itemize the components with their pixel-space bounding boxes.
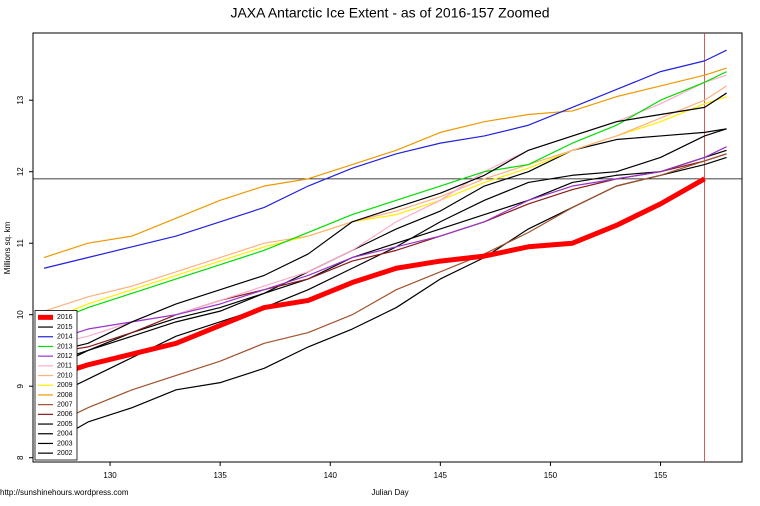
legend-label: 2011 [57, 363, 72, 370]
legend-label: 2002 [57, 450, 73, 457]
legend-label: 2014 [57, 334, 73, 341]
legend-label: 2016 [57, 314, 73, 321]
y-tick-label: 8 [16, 455, 25, 460]
y-tick-label: 13 [16, 95, 25, 104]
legend-label: 2012 [57, 353, 73, 360]
legend-label: 2003 [57, 440, 73, 447]
legend-label: 2005 [57, 421, 73, 428]
x-tick-label: 135 [213, 471, 227, 480]
series-line [43, 128, 727, 402]
x-tick-label: 140 [324, 471, 338, 480]
series-line [43, 149, 727, 366]
plot-frame [32, 32, 743, 463]
y-tick-label: 11 [16, 239, 25, 248]
y-tick-label: 9 [16, 383, 25, 388]
legend-label: 2006 [57, 411, 73, 418]
chart-title: JAXA Antarctic Ice Extent - as of 2016-1… [230, 5, 549, 21]
legend-label: 2013 [57, 343, 73, 350]
legend-label: 2008 [57, 392, 73, 399]
series-line [43, 176, 706, 382]
x-tick-label: 130 [103, 471, 117, 480]
series-line [43, 153, 727, 430]
series-line [43, 146, 727, 344]
legend-label: 2015 [57, 324, 73, 331]
series-line [43, 49, 727, 269]
legend-label: 2004 [57, 431, 73, 438]
legend-label: 2009 [57, 382, 73, 389]
series-line [43, 71, 727, 326]
x-tick-label: 145 [434, 471, 448, 480]
series-line [43, 92, 727, 355]
series-line [43, 128, 727, 373]
y-axis-label: Millions sq. km [3, 221, 12, 274]
series-line [43, 156, 727, 448]
plot [33, 33, 742, 462]
legend-label: 2007 [57, 401, 73, 408]
x-tick-label: 155 [654, 471, 668, 480]
legend-label: 2010 [57, 372, 73, 379]
y-tick-label: 10 [16, 310, 25, 319]
series-line [43, 85, 727, 312]
x-axis-label: Julian Day [371, 488, 408, 497]
x-tick-label: 150 [544, 471, 558, 480]
series-line [43, 67, 727, 259]
footer: http://sunshinehours.wordpress.com [0, 488, 129, 497]
y-tick-label: 12 [16, 167, 25, 176]
series-line [43, 96, 727, 323]
